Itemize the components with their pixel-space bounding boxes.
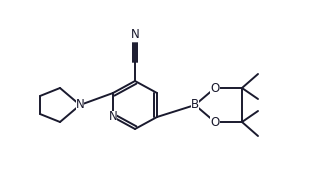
Text: B: B [191, 98, 199, 112]
Text: N: N [131, 28, 139, 41]
Text: N: N [109, 110, 117, 124]
Text: N: N [76, 98, 84, 112]
Text: O: O [210, 81, 220, 94]
Text: O: O [210, 116, 220, 129]
